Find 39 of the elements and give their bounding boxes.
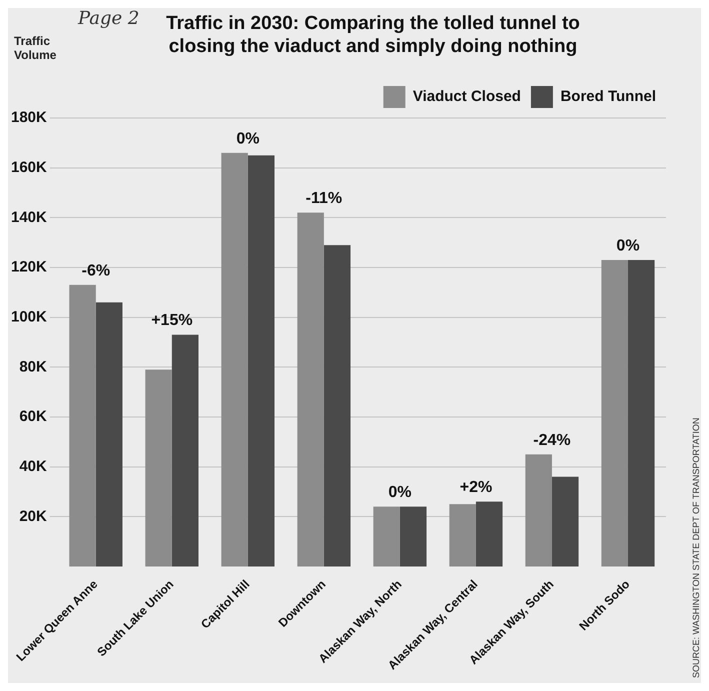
y-tick-label: 160K xyxy=(11,158,48,176)
y-tick-label: 180K xyxy=(11,109,48,126)
y-tick-label: 40K xyxy=(19,458,48,475)
bar xyxy=(69,284,96,566)
bar xyxy=(525,454,552,566)
annotation: -24% xyxy=(533,432,571,449)
bar xyxy=(601,260,628,566)
annotation: 0% xyxy=(236,130,260,148)
y-tick-label: 120K xyxy=(11,258,48,276)
text: Page 2 xyxy=(78,8,140,29)
bar xyxy=(449,504,476,566)
bar xyxy=(221,152,248,566)
annotation: 0% xyxy=(388,484,412,502)
y-axis-title: Traffic Volume xyxy=(14,34,58,62)
bar xyxy=(297,212,324,566)
bar xyxy=(248,155,275,566)
annotation: -11% xyxy=(306,190,342,208)
legend-label: Bored Tunnel xyxy=(560,88,656,106)
y-tick-label: 20K xyxy=(19,508,48,525)
annotation: +15% xyxy=(151,312,193,330)
annotation: +2% xyxy=(460,479,492,496)
y-tick-label: 80K xyxy=(19,358,48,376)
legend-label: Viaduct Closed xyxy=(412,88,521,106)
y-tick-label: 60K xyxy=(19,408,48,426)
bar xyxy=(552,476,579,566)
bar xyxy=(145,370,172,566)
annotation: -6% xyxy=(82,262,110,280)
bar xyxy=(96,302,122,566)
y-tick-label: 100K xyxy=(11,308,48,326)
bar xyxy=(172,334,198,566)
annotation: 0% xyxy=(616,237,640,254)
chart-title: Traffic in 2030: Comparing the tolled tunnel to closing the viaduct and simply doing nothing xyxy=(165,12,581,58)
bar xyxy=(400,506,427,566)
bar xyxy=(476,502,503,566)
bar xyxy=(628,260,655,566)
bar xyxy=(373,506,400,566)
y-tick-label: 140K xyxy=(11,208,48,226)
source-note: SOURCE: WASHINGTON STATE DEPT OF TRANSPORTATION xyxy=(691,416,701,678)
bar xyxy=(324,245,351,566)
